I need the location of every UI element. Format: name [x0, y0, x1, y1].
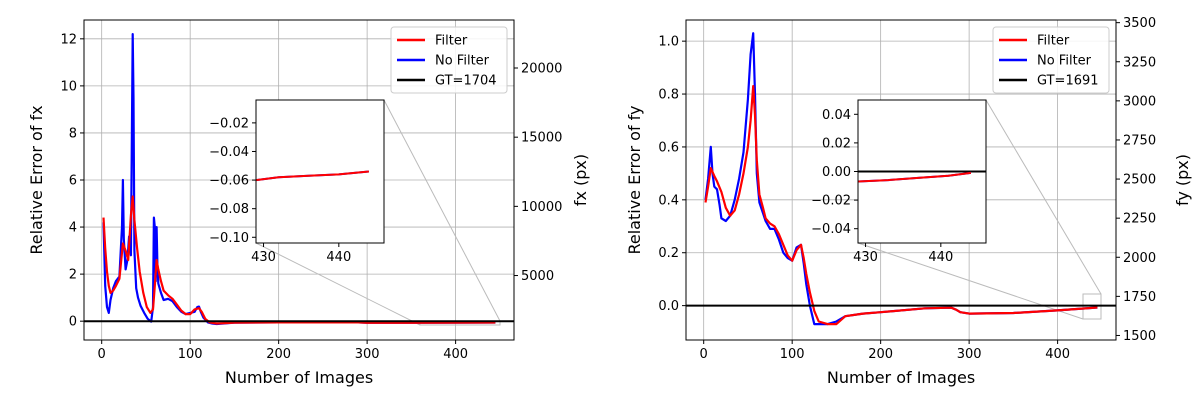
inset-y-tick-label: −0.02: [811, 194, 851, 209]
y-tick-label: 4: [69, 221, 77, 236]
x-tick-label: 0: [98, 347, 106, 362]
inset-axes: 430 440 −0.04 −0.02 0.00 0.02 0.04: [811, 99, 987, 265]
y2-tick-label: 2750: [1123, 133, 1156, 148]
inset-y-tick-label: −0.08: [209, 202, 249, 217]
legend: Filter No Filter GT=1691: [992, 26, 1110, 94]
y2-tick-label: 5000: [521, 269, 554, 284]
y2-tick-label: 2000: [1123, 251, 1156, 266]
inset-x-tick-label: 430: [251, 250, 276, 265]
legend-label: GT=1691: [1037, 74, 1099, 89]
y2-tick-label: 15000: [521, 131, 562, 146]
inset-y-tick-label: −0.04: [811, 222, 851, 237]
chart-2: 0 100 200 300 400 0.0 0.2 0.4 0.6 0.8 1.0 1500 1750 2…: [625, 16, 1192, 387]
legend-frame: [390, 26, 508, 94]
zoom-connector: [985, 99, 1102, 295]
inset-y-tick-label: 0.02: [822, 136, 851, 151]
y-tick-label: 6: [69, 174, 77, 189]
series-group: [84, 32, 514, 326]
zoom-connector: [857, 242, 1084, 320]
inset-axes: 430 440 −0.10 −0.08 −0.06 −0.04 −0.02: [209, 99, 385, 265]
y-tick-label: 0.6: [658, 140, 679, 155]
x-tick-label: 400: [1045, 347, 1070, 362]
series-line-filter: [704, 84, 1098, 326]
y2-tick-label: 2250: [1123, 212, 1156, 227]
series-group: [686, 32, 1116, 326]
legend-frame: [992, 26, 1110, 94]
inset-series-line-filter: [857, 171, 972, 183]
y-tick-label: 0.2: [658, 246, 679, 261]
y2-axis-label: fy (px): [1173, 154, 1192, 206]
x-axis-label: Number of Images: [827, 368, 975, 387]
legend-label: GT=1704: [435, 74, 497, 89]
inset-y-tick-label: −0.04: [209, 145, 249, 160]
y-tick-label: 2: [69, 268, 77, 283]
y2-tick-label: 20000: [521, 62, 562, 77]
inset-x-tick-label: 440: [326, 250, 351, 265]
inset-y-tick-label: −0.02: [209, 116, 249, 131]
y2-tick-label: 3500: [1123, 16, 1156, 31]
legend-label: Filter: [1037, 34, 1070, 49]
y-tick-label: 0.4: [658, 193, 679, 208]
y2-tick-label: 1750: [1123, 290, 1156, 305]
inset-y-tick-label: 0.00: [822, 165, 851, 180]
plot-frame: [685, 19, 1117, 341]
legend-label: No Filter: [1037, 54, 1092, 69]
inset-x-tick-label: 430: [853, 250, 878, 265]
legend: Filter No Filter GT=1704: [390, 26, 508, 94]
x-tick-label: 400: [443, 347, 468, 362]
x-tick-label: 200: [266, 347, 291, 362]
y2-tick-label: 2500: [1123, 173, 1156, 188]
zoom-connector: [255, 242, 421, 326]
inset-y-tick-label: −0.10: [209, 231, 249, 246]
y-tick-label: 1.0: [658, 35, 679, 50]
x-tick-label: 100: [178, 347, 203, 362]
y2-tick-label: 3250: [1123, 55, 1156, 70]
y-axis-label: Relative Error of fx: [27, 105, 46, 254]
inset-frame: [255, 99, 385, 244]
inset-series-line-filter: [255, 170, 369, 182]
y-axis-label: Relative Error of fy: [625, 105, 644, 254]
x-axis-label: Number of Images: [225, 368, 373, 387]
zoom-connector: [383, 99, 501, 322]
y-tick-label: 12: [60, 32, 77, 47]
x-tick-label: 300: [957, 347, 982, 362]
inset-y-tick-label: 0.04: [822, 108, 851, 123]
legend-label: Filter: [435, 34, 468, 49]
y2-tick-label: 10000: [521, 200, 562, 215]
inset-y-tick-label: −0.06: [209, 174, 249, 189]
chart-1: 0 100 200 300 400 0 2 4 6 8 10 12 5000 10000 15000 2000…: [27, 19, 590, 387]
y2-axis-label: fx (px): [571, 154, 590, 206]
inset-x-tick-label: 440: [928, 250, 953, 265]
x-tick-label: 200: [868, 347, 893, 362]
y-tick-label: 0.8: [658, 88, 679, 103]
x-tick-label: 300: [355, 347, 380, 362]
series-line-filter: [102, 195, 496, 325]
y-tick-label: 0.0: [658, 299, 679, 314]
y2-tick-label: 3000: [1123, 94, 1156, 109]
legend-label: No Filter: [435, 54, 490, 69]
y2-tick-label: 1500: [1123, 329, 1156, 344]
x-tick-label: 100: [780, 347, 805, 362]
x-tick-label: 0: [700, 347, 708, 362]
y-tick-label: 0: [69, 315, 77, 330]
y-tick-label: 10: [60, 79, 77, 94]
y-tick-label: 8: [69, 126, 77, 141]
